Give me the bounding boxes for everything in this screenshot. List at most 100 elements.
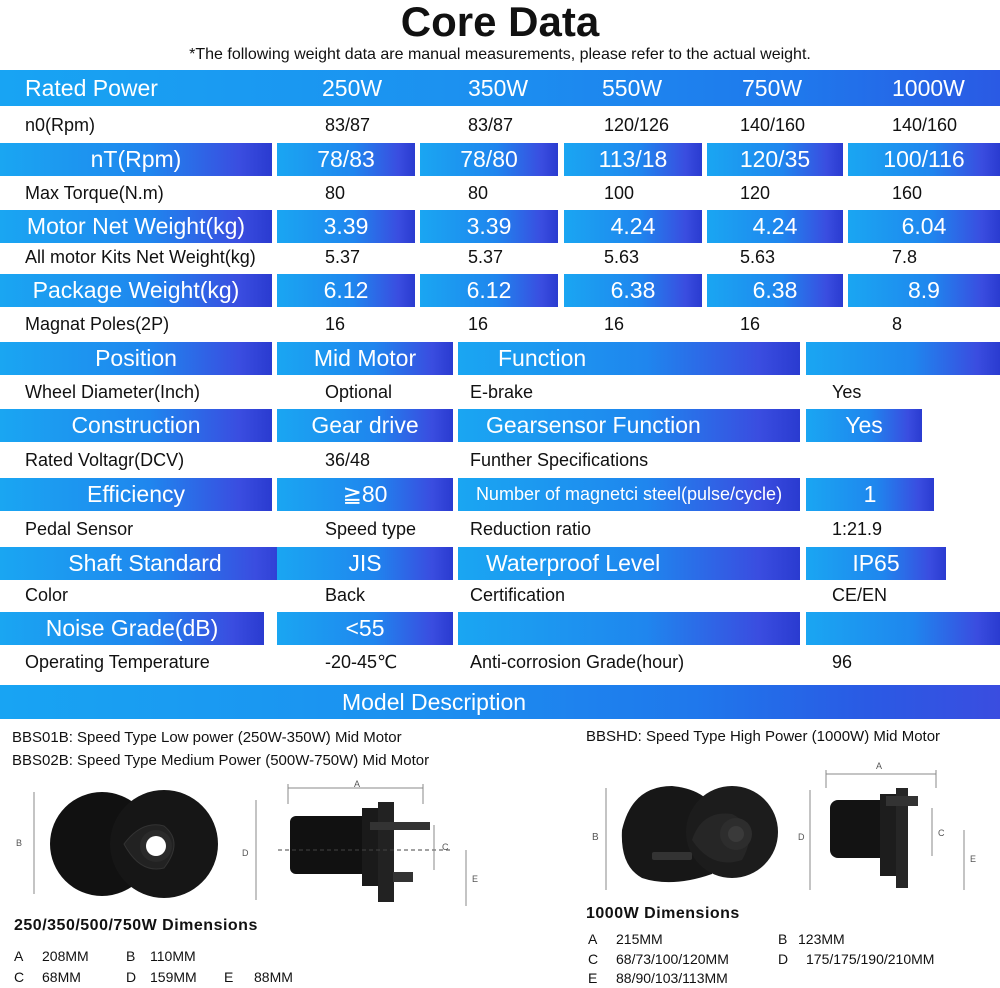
spec-value: 140/160 bbox=[892, 114, 958, 135]
dim-label-e: E bbox=[472, 874, 478, 884]
left-dim-a: A 208MM bbox=[14, 948, 89, 964]
spec-label: Motor Net Weight(kg) bbox=[26, 213, 246, 239]
bbs02b-side-view-drawing: A D C E bbox=[242, 780, 478, 906]
left-dim-d: D 159MM bbox=[126, 969, 197, 985]
spec-value: 80 bbox=[468, 182, 489, 203]
section-heading: Model Description bbox=[341, 688, 527, 715]
feature-value: Gear drive bbox=[311, 412, 419, 438]
feature-label: Pedal Sensor bbox=[25, 518, 134, 539]
spec-row-n0: n0(Rpm) 83/87 83/87 120/126 140/160 140/… bbox=[0, 110, 1000, 140]
feature-label: E-brake bbox=[470, 381, 534, 402]
dim-value: 68MM bbox=[42, 969, 81, 985]
feature-value: Back bbox=[325, 584, 366, 605]
dim-value: 159MM bbox=[150, 969, 197, 985]
bbs02b-front-view-drawing: B bbox=[16, 790, 218, 898]
spec-value: 83/87 bbox=[468, 114, 514, 135]
dim-label-a: A bbox=[354, 780, 360, 789]
feature-row-color: Color Back Certification CE/EN bbox=[0, 580, 1000, 610]
spec-value: 16 bbox=[604, 313, 625, 334]
model-description-header: Model Description bbox=[0, 685, 1000, 719]
feature-label: Gearsensor Function bbox=[486, 412, 701, 438]
dim-value: 88MM bbox=[254, 969, 293, 985]
feature-label: Number of magnetci steel(pulse/cycle) bbox=[475, 484, 783, 504]
dim-label-c: C bbox=[938, 828, 945, 838]
feature-label: Color bbox=[25, 584, 69, 605]
dim-letter: A bbox=[14, 948, 24, 964]
feature-value: Optional bbox=[325, 381, 393, 402]
spec-value: 5.63 bbox=[604, 246, 640, 267]
right-dim-d: D 175/175/190/210MM bbox=[778, 951, 934, 967]
spec-value: 5.37 bbox=[468, 246, 504, 267]
feature-label: Wheel Diameter(Inch) bbox=[25, 381, 201, 402]
feature-label: Position bbox=[95, 345, 177, 371]
dim-letter: D bbox=[126, 969, 137, 985]
spec-value: 120 bbox=[740, 182, 771, 203]
feature-value: Speed type bbox=[325, 518, 417, 539]
feature-row-position: Position Mid Motor Function bbox=[0, 342, 1000, 375]
spec-value: 350W bbox=[468, 74, 529, 101]
dim-value: 208MM bbox=[42, 948, 89, 964]
spec-value: 120/126 bbox=[604, 114, 670, 135]
left-dimensions-heading: 250/350/500/750W Dimensions bbox=[14, 917, 258, 934]
feature-row-rated-voltage: Rated Voltagr(DCV) 36/48 Funther Specifi… bbox=[0, 445, 1000, 475]
feature-value: Yes bbox=[832, 381, 862, 402]
spec-value: 3.39 bbox=[466, 213, 512, 239]
dim-letter: B bbox=[126, 948, 136, 964]
spec-value: 16 bbox=[740, 313, 761, 334]
feature-label: Rated Voltagr(DCV) bbox=[25, 449, 185, 470]
spec-value: 4.24 bbox=[752, 213, 798, 239]
feature-label: Noise Grade(dB) bbox=[45, 615, 219, 641]
spec-value: 6.38 bbox=[752, 277, 798, 303]
feature-value: ≧80 bbox=[342, 481, 388, 507]
spec-value: 16 bbox=[468, 313, 489, 334]
left-dim-e: E 88MM bbox=[224, 969, 293, 985]
spec-value: 100/116 bbox=[883, 146, 965, 172]
right-dim-e: E 88/90/103/113MM bbox=[588, 970, 728, 986]
spec-value: 140/160 bbox=[740, 114, 806, 135]
spec-row-max-torque: Max Torque(N.m) 80 80 100 120 160 bbox=[0, 178, 1000, 208]
feature-row-construction: Construction Gear drive Gearsensor Funct… bbox=[0, 409, 1000, 442]
feature-label: Waterproof Level bbox=[486, 550, 661, 576]
spec-value: 3.39 bbox=[323, 213, 369, 239]
feature-value: -20-45℃ bbox=[325, 651, 398, 672]
right-dim-a: A 215MM bbox=[588, 931, 663, 947]
spec-label: Rated Power bbox=[25, 74, 158, 101]
spec-value: 6.38 bbox=[610, 277, 656, 303]
feature-value: Mid Motor bbox=[313, 345, 417, 371]
feature-row-wheel-diameter: Wheel Diameter(Inch) Optional E-brake Ye… bbox=[0, 377, 1000, 407]
spec-label: nT(Rpm) bbox=[90, 146, 182, 172]
spec-value: 120/35 bbox=[739, 146, 811, 172]
spec-value: 750W bbox=[742, 74, 803, 101]
feature-label: Construction bbox=[71, 412, 201, 438]
spec-value: 8.9 bbox=[908, 277, 940, 303]
dim-label-a: A bbox=[876, 761, 882, 771]
dim-letter: D bbox=[778, 951, 789, 967]
feature-row-noise-grade: Noise Grade(dB) <55 bbox=[0, 612, 1000, 645]
dim-value: 110MM bbox=[150, 948, 196, 964]
spec-value: 160 bbox=[892, 182, 923, 203]
spec-value: 83/87 bbox=[325, 114, 371, 135]
model-bbshd: BBSHD: Speed Type High Power (1000W) Mid… bbox=[586, 728, 941, 745]
spec-value: 100 bbox=[604, 182, 635, 203]
bbshd-front-view-drawing: B bbox=[592, 786, 778, 890]
dim-letter: E bbox=[224, 969, 234, 985]
feature-value: Yes bbox=[845, 412, 883, 438]
spec-value: 4.24 bbox=[610, 213, 656, 239]
feature-value: CE/EN bbox=[832, 584, 888, 605]
feature-label: Anti-corrosion Grade(hour) bbox=[470, 651, 685, 672]
right-dimensions-heading: 1000W Dimensions bbox=[586, 905, 740, 922]
feature-label: Operating Temperature bbox=[25, 651, 210, 672]
left-dim-b: B 110MM bbox=[126, 948, 196, 964]
dim-value: 88/90/103/113MM bbox=[616, 970, 728, 986]
spec-value: 16 bbox=[325, 313, 346, 334]
model-bbs02b: BBS02B: Speed Type Medium Power (500W-75… bbox=[12, 752, 430, 769]
spec-value: 80 bbox=[325, 182, 346, 203]
dim-label-e: E bbox=[970, 854, 976, 864]
feature-value: JIS bbox=[348, 550, 382, 576]
dim-value: 215MM bbox=[616, 931, 663, 947]
spec-value: 7.8 bbox=[892, 246, 918, 267]
dim-label-b: B bbox=[592, 832, 599, 843]
feature-label: Efficiency bbox=[86, 481, 185, 507]
spec-row-kit-net-weight: All motor Kits Net Weight(kg) 5.37 5.37 … bbox=[0, 242, 1000, 272]
spec-row-rated-power: Rated Power 250W 350W 550W 750W 1000W bbox=[0, 70, 1000, 106]
